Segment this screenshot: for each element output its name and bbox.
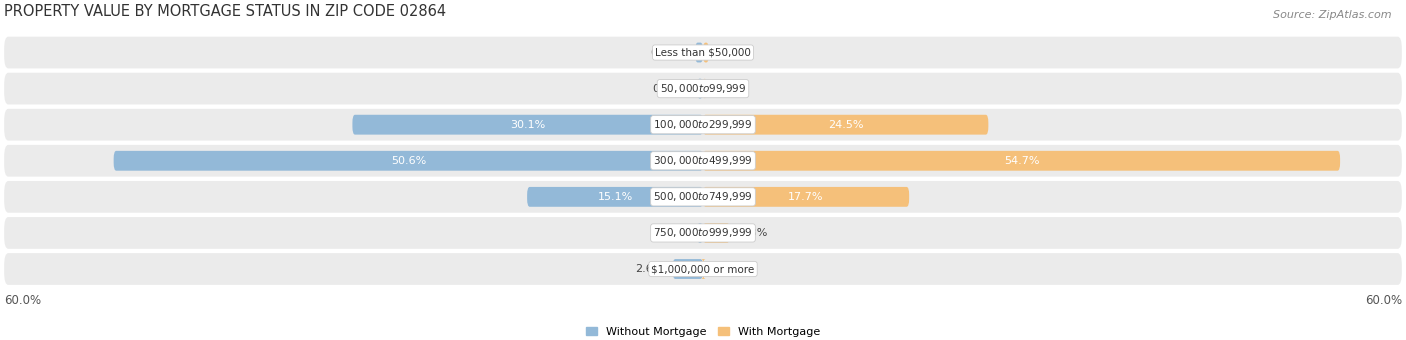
Text: $50,000 to $99,999: $50,000 to $99,999 — [659, 82, 747, 95]
FancyBboxPatch shape — [114, 151, 703, 171]
FancyBboxPatch shape — [703, 223, 730, 243]
Legend: Without Mortgage, With Mortgage: Without Mortgage, With Mortgage — [586, 327, 820, 337]
FancyBboxPatch shape — [697, 223, 703, 243]
FancyBboxPatch shape — [672, 259, 703, 279]
Text: $750,000 to $999,999: $750,000 to $999,999 — [654, 226, 752, 239]
FancyBboxPatch shape — [4, 253, 1402, 285]
Text: $500,000 to $749,999: $500,000 to $749,999 — [654, 190, 752, 203]
Text: 0.51%: 0.51% — [652, 228, 688, 238]
FancyBboxPatch shape — [4, 217, 1402, 249]
Text: 0.3%: 0.3% — [716, 84, 744, 94]
Text: 0.06%: 0.06% — [713, 264, 748, 274]
FancyBboxPatch shape — [4, 181, 1402, 213]
Text: 0.5%: 0.5% — [718, 48, 747, 57]
Text: $100,000 to $299,999: $100,000 to $299,999 — [654, 118, 752, 131]
FancyBboxPatch shape — [4, 109, 1402, 140]
FancyBboxPatch shape — [527, 187, 703, 207]
FancyBboxPatch shape — [703, 79, 706, 99]
FancyBboxPatch shape — [4, 37, 1402, 68]
Text: 2.3%: 2.3% — [740, 228, 768, 238]
Text: 2.6%: 2.6% — [636, 264, 664, 274]
FancyBboxPatch shape — [4, 145, 1402, 177]
Text: 0.51%: 0.51% — [652, 84, 688, 94]
Text: 24.5%: 24.5% — [828, 120, 863, 130]
Text: 0.67%: 0.67% — [651, 48, 686, 57]
FancyBboxPatch shape — [697, 79, 703, 99]
FancyBboxPatch shape — [703, 115, 988, 135]
Text: PROPERTY VALUE BY MORTGAGE STATUS IN ZIP CODE 02864: PROPERTY VALUE BY MORTGAGE STATUS IN ZIP… — [4, 4, 446, 19]
FancyBboxPatch shape — [703, 187, 910, 207]
FancyBboxPatch shape — [703, 42, 709, 63]
FancyBboxPatch shape — [695, 42, 703, 63]
FancyBboxPatch shape — [702, 259, 706, 279]
Text: 54.7%: 54.7% — [1004, 156, 1039, 166]
FancyBboxPatch shape — [4, 73, 1402, 104]
Text: 15.1%: 15.1% — [598, 192, 633, 202]
FancyBboxPatch shape — [353, 115, 703, 135]
Text: 60.0%: 60.0% — [4, 294, 41, 307]
Text: Less than $50,000: Less than $50,000 — [655, 48, 751, 57]
Text: 50.6%: 50.6% — [391, 156, 426, 166]
Text: 30.1%: 30.1% — [510, 120, 546, 130]
Text: 60.0%: 60.0% — [1365, 294, 1402, 307]
Text: 17.7%: 17.7% — [789, 192, 824, 202]
FancyBboxPatch shape — [703, 151, 1340, 171]
Text: $1,000,000 or more: $1,000,000 or more — [651, 264, 755, 274]
Text: $300,000 to $499,999: $300,000 to $499,999 — [654, 154, 752, 167]
Text: Source: ZipAtlas.com: Source: ZipAtlas.com — [1274, 10, 1392, 20]
